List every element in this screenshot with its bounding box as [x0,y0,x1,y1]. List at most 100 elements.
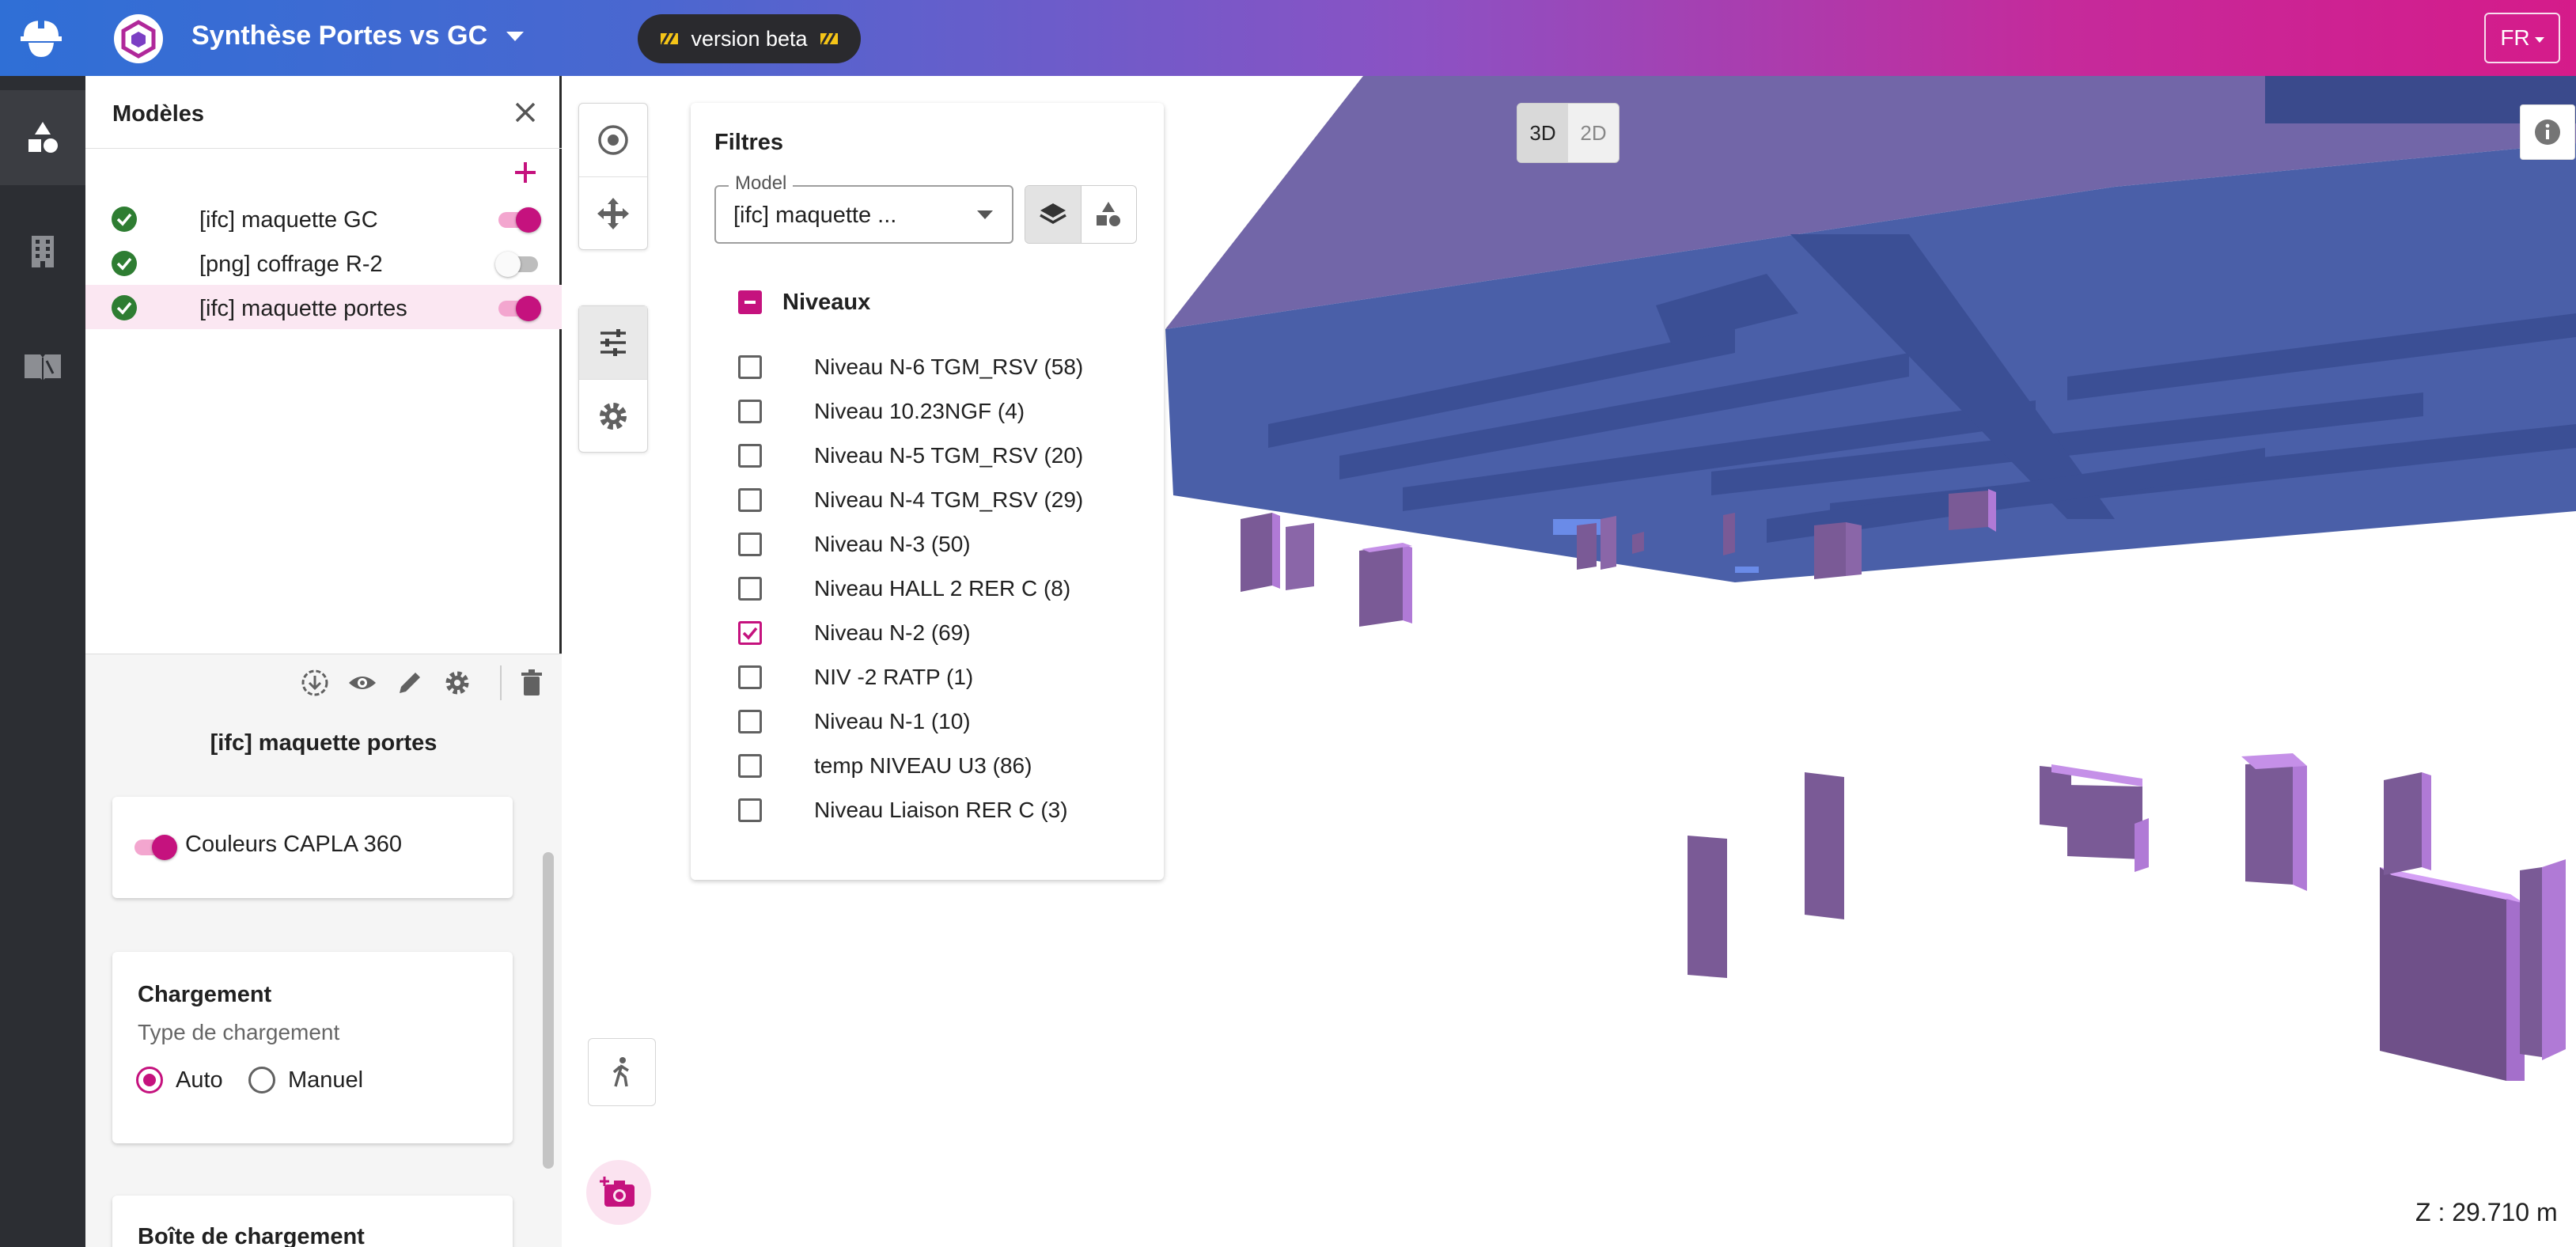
rail-item-book[interactable] [0,318,85,413]
target-icon [598,125,628,155]
3d-viewer[interactable]: 3D 2D Z : 29.710 m Filtres Model [ifc] m… [564,76,2576,1247]
pencil-icon[interactable] [394,667,426,699]
rail-item-building[interactable] [0,204,85,299]
language-label: FR [2500,25,2530,50]
model-row[interactable]: [png] coffrage R-2 [85,241,562,285]
filters-title: Filtres [714,130,784,155]
radio-button[interactable] [136,1067,163,1093]
level-label: Niveau N-1 (10) [814,709,971,733]
selected-model-name: [ifc] maquette portes [210,730,438,756]
info-icon [2535,119,2560,145]
project-title[interactable]: Synthèse Portes vs GC [191,21,488,51]
level-label: Niveau Liaison RER C (3) [814,798,1068,822]
walk-mode-button[interactable] [588,1038,656,1106]
colors-toggle[interactable] [131,835,177,860]
radio-button[interactable] [248,1067,275,1093]
loading-subtitle: Type de chargement [138,1020,340,1044]
rail-item-models[interactable] [0,90,85,185]
checkbox[interactable] [738,710,762,733]
door-elements [1241,489,2566,1081]
shapes-icon [28,122,58,153]
pan-tool[interactable] [579,176,647,249]
model-select-label: Model [729,172,794,195]
add-model-icon[interactable] [511,158,540,187]
level-filter-item[interactable]: Niveau N-3 (50) [738,529,971,560]
project-dropdown-icon[interactable] [506,32,524,41]
level-label: Niveau N-3 (50) [814,532,971,556]
level-filter-item[interactable]: Niveau N-6 TGM_RSV (58) [738,351,1083,383]
scrollbar[interactable] [543,852,554,1169]
model-row-selected[interactable]: [ifc] maquette portes [85,285,562,329]
divider [500,665,502,700]
checkbox[interactable] [738,488,762,512]
checkbox[interactable] [738,444,762,468]
building-icon [32,236,54,267]
level-filter-item[interactable]: Niveau N-1 (10) [738,706,971,737]
layers-button[interactable] [1025,186,1082,243]
level-label: Niveau N-4 TGM_RSV (29) [814,487,1084,512]
left-rail [0,76,85,1247]
checkbox[interactable] [738,798,762,822]
construction-barrier-icon [661,32,679,45]
model-actions [299,667,473,699]
level-label: Niveau 10.23NGF (4) [814,399,1025,423]
level-filter-item[interactable]: Niveau HALL 2 RER C (8) [738,573,1070,605]
sliders-icon [600,329,626,356]
check-circle-icon [112,295,137,320]
download-icon[interactable] [299,667,331,699]
checkbox[interactable] [738,621,762,645]
filters-tool[interactable] [579,306,647,379]
filter-mode-toggle [1025,185,1137,244]
check-circle-icon [112,251,137,276]
screenshot-button[interactable] [586,1160,651,1225]
radio-auto[interactable]: Auto [136,1066,223,1094]
add-camera-icon [600,1177,635,1207]
level-filter-item[interactable]: Niveau N-5 TGM_RSV (20) [738,440,1083,472]
book-icon [25,354,61,381]
layers-icon [1039,203,1066,225]
model-row[interactable]: [ifc] maquette GC [85,196,562,241]
level-filter-item[interactable]: Niveau N-4 TGM_RSV (29) [738,484,1083,516]
level-filter-item[interactable]: Niveau 10.23NGF (4) [738,396,1025,427]
settings-tool[interactable] [579,379,647,452]
level-filter-item[interactable]: temp NIVEAU U3 (86) [738,750,1032,782]
levels-group-toggle[interactable]: Niveaux [738,286,870,318]
checkbox[interactable] [738,533,762,556]
model-visibility-toggle[interactable] [495,296,541,321]
view-mode-2d[interactable]: 2D [1580,120,1607,145]
filters-panel: Filtres Model [ifc] maquette ... Niveaux… [691,103,1164,880]
checkbox[interactable] [738,754,762,778]
gear-icon[interactable] [441,667,473,699]
levels-group-label: Niveaux [782,289,871,315]
worker-helmet-icon[interactable] [16,16,66,60]
radio-label: Auto [176,1067,223,1093]
close-icon[interactable] [511,98,540,127]
model-select-value: [ifc] maquette ... [733,203,897,228]
construction-barrier-icon [820,32,838,45]
model-select[interactable]: Model [ifc] maquette ... [714,172,1013,244]
level-filter-item[interactable]: Niveau Liaison RER C (3) [738,794,1068,826]
eye-icon[interactable] [347,667,378,699]
models-panel: Modèles [ifc] maquette GC [png] coffrage… [85,76,562,1247]
checkbox[interactable] [738,577,762,601]
level-filter-item[interactable]: NIV -2 RATP (1) [738,661,973,693]
trash-icon[interactable] [516,667,547,699]
categories-button[interactable] [1082,186,1137,243]
level-label: temp NIVEAU U3 (86) [814,753,1032,778]
indeterminate-checkbox[interactable] [738,290,762,314]
beams [1268,234,2576,543]
view-mode-3d[interactable]: 3D [1517,104,1568,162]
orbit-tool[interactable] [579,104,647,176]
level-label: Niveau HALL 2 RER C (8) [814,576,1071,601]
colors-label: Couleurs CAPLA 360 [185,832,403,857]
info-button[interactable] [2520,104,2575,160]
model-visibility-toggle[interactable] [495,252,540,277]
radio-manual[interactable]: Manuel [248,1066,363,1094]
model-visibility-toggle[interactable] [495,207,541,233]
checkbox[interactable] [738,355,762,379]
level-filter-item[interactable]: Niveau N-2 (69) [738,617,971,649]
checkbox[interactable] [738,665,762,689]
language-selector[interactable]: FR [2484,13,2560,63]
level-label: Niveau N-6 TGM_RSV (58) [814,354,1084,379]
checkbox[interactable] [738,400,762,423]
